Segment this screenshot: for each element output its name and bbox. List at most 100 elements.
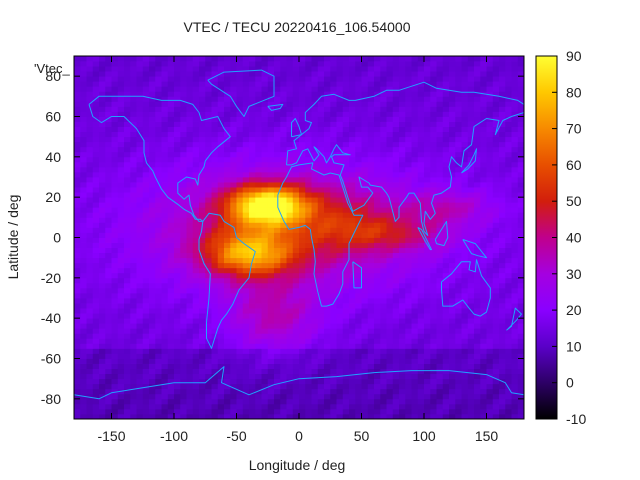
heatmap-cell [117, 287, 125, 294]
heatmap-cell [455, 343, 462, 349]
heatmap-cell [380, 111, 387, 117]
heatmap-cell [211, 177, 219, 183]
heatmap-cell [480, 111, 487, 117]
heatmap-cell [105, 373, 112, 380]
heatmap-cell [305, 378, 312, 385]
heatmap-cell [405, 363, 412, 369]
heatmap-cell [74, 232, 81, 238]
heatmap-cell [424, 202, 431, 208]
heatmap-cell [117, 328, 125, 334]
heatmap-cell [374, 272, 381, 279]
heatmap-cell [330, 126, 337, 133]
heatmap-cell [255, 408, 262, 415]
heatmap-cell [217, 126, 225, 133]
heatmap-cell [180, 257, 187, 264]
heatmap-cell [405, 177, 412, 183]
heatmap-cell [436, 166, 444, 173]
heatmap-cell [405, 393, 412, 400]
heatmap-cell [292, 318, 300, 324]
heatmap-cell [517, 156, 525, 163]
heatmap-cell [436, 126, 444, 133]
heatmap-cell [330, 227, 337, 233]
heatmap-cell [205, 126, 212, 133]
heatmap-cell [249, 232, 256, 238]
heatmap-cell [249, 323, 256, 329]
heatmap-cell [255, 413, 262, 420]
heatmap-cell [267, 207, 275, 213]
heatmap-cell [424, 96, 431, 102]
heatmap-cell [436, 242, 444, 248]
heatmap-cell [355, 171, 362, 178]
heatmap-cell [405, 106, 412, 112]
heatmap-cell [236, 272, 244, 279]
heatmap-cell [149, 136, 156, 143]
heatmap-cell [111, 343, 119, 349]
heatmap-cell [392, 262, 400, 269]
heatmap-cell [255, 303, 262, 309]
heatmap-cell [392, 313, 400, 319]
heatmap-cell [492, 272, 500, 279]
heatmap-cell [99, 358, 106, 364]
heatmap-cell [324, 217, 331, 223]
heatmap-cell [417, 76, 425, 82]
heatmap-cell [449, 257, 456, 264]
heatmap-cell [105, 101, 112, 107]
heatmap-cell [130, 76, 137, 82]
heatmap-cell [399, 413, 406, 420]
heatmap-cell [367, 161, 375, 168]
heatmap-cell [155, 71, 162, 77]
heatmap-cell [355, 358, 362, 364]
heatmap-cell [111, 308, 119, 314]
heatmap-cell [167, 303, 175, 309]
heatmap-cell [274, 126, 281, 133]
heatmap-cell [242, 363, 250, 369]
heatmap-cell [305, 338, 312, 344]
heatmap-cell [86, 232, 94, 238]
heatmap-cell [336, 403, 344, 410]
heatmap-cell [292, 348, 300, 354]
heatmap-cell [330, 222, 337, 228]
heatmap-cell [86, 207, 94, 213]
heatmap-cell [486, 197, 494, 203]
heatmap-cell [142, 146, 150, 153]
heatmap-cell [367, 242, 375, 248]
heatmap-cell [317, 333, 325, 339]
heatmap-cell [355, 368, 362, 375]
heatmap-cell [380, 101, 387, 107]
heatmap-cell [511, 106, 519, 112]
heatmap-cell [186, 292, 194, 299]
heatmap-cell [517, 121, 525, 127]
heatmap-cell [236, 91, 244, 97]
heatmap-cell [417, 81, 425, 87]
heatmap-cell [142, 237, 150, 243]
heatmap-cell [99, 131, 106, 138]
heatmap-cell [480, 252, 487, 259]
heatmap-cell [342, 197, 350, 203]
heatmap-cell [261, 106, 269, 112]
heatmap-cell [192, 413, 200, 420]
heatmap-cell [292, 177, 300, 183]
heatmap-cell [486, 348, 494, 354]
heatmap-cell [286, 187, 294, 193]
heatmap-cell [392, 267, 400, 274]
heatmap-cell [455, 217, 462, 223]
heatmap-cell [230, 257, 237, 264]
heatmap-cell [474, 298, 481, 304]
heatmap-cell [386, 298, 394, 304]
heatmap-cell [374, 151, 381, 158]
heatmap-cell [355, 308, 362, 314]
heatmap-cell [267, 81, 275, 87]
heatmap-cell [117, 348, 125, 354]
heatmap-cell [324, 363, 331, 369]
heatmap-cell [149, 257, 156, 264]
heatmap-cell [517, 81, 525, 87]
heatmap-cell [361, 363, 369, 369]
heatmap-cell [211, 237, 219, 243]
heatmap-cell [374, 202, 381, 208]
heatmap-cell [517, 282, 525, 289]
heatmap-cell [324, 86, 331, 92]
heatmap-cell [467, 126, 475, 133]
heatmap-cell [117, 318, 125, 324]
heatmap-cell [267, 212, 275, 218]
heatmap-cell [424, 363, 431, 369]
